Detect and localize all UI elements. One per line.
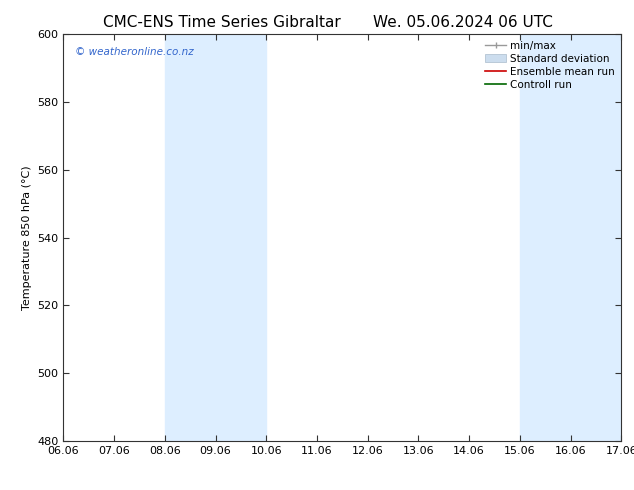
Text: CMC-ENS Time Series Gibraltar: CMC-ENS Time Series Gibraltar [103, 15, 341, 30]
Text: We. 05.06.2024 06 UTC: We. 05.06.2024 06 UTC [373, 15, 553, 30]
Bar [165, 34, 266, 441]
Text: © weatheronline.co.nz: © weatheronline.co.nz [75, 47, 193, 56]
Legend: min/max, Standard deviation, Ensemble mean run, Controll run: min/max, Standard deviation, Ensemble me… [481, 36, 619, 94]
Y-axis label: Temperature 850 hPa (°C): Temperature 850 hPa (°C) [22, 165, 32, 310]
Bar [520, 34, 621, 441]
